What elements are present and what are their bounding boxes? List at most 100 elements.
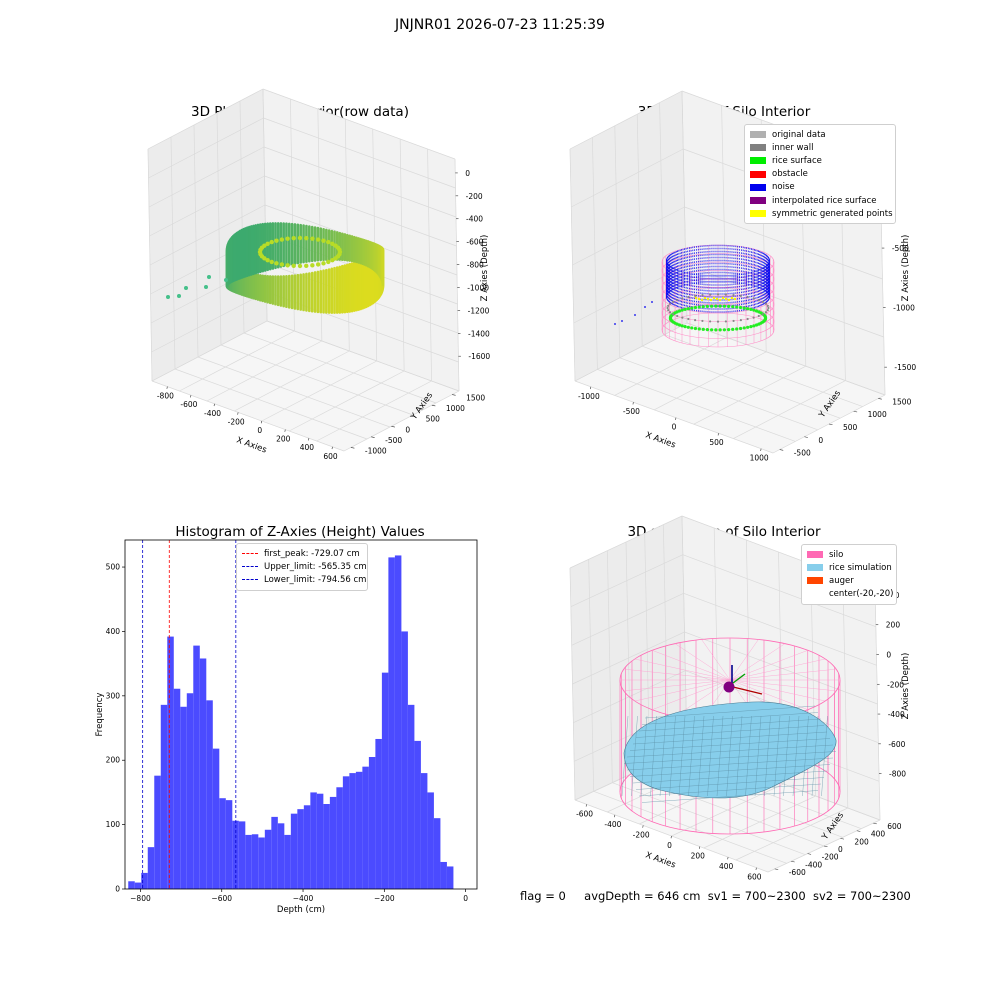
histogram-bar	[394, 555, 402, 889]
histogram-bar	[407, 704, 415, 889]
legend-swatch	[750, 131, 766, 139]
raw-z-tick-label: -800	[467, 261, 484, 270]
histogram-bar	[173, 688, 181, 889]
histogram-bar	[154, 775, 161, 889]
histogram-bar	[297, 809, 304, 889]
raw-x-tick-label: 400	[300, 443, 315, 452]
histogram-legend-item: Upper_limit: -565.35 cm	[242, 560, 367, 573]
histogram-bar	[316, 793, 324, 889]
legend-line-swatch	[242, 553, 258, 555]
histogram-bar	[219, 798, 226, 889]
simulation-legend-item: rice simulation	[807, 561, 892, 574]
classify-z-tick-label: -1000	[893, 304, 915, 313]
sim-z-tick-label: 200	[886, 621, 901, 630]
histogram-bar	[160, 704, 168, 889]
classify-legend-item: noise	[750, 181, 890, 194]
histogram-bar	[401, 631, 408, 889]
legend-label: center(-20,-20)	[829, 589, 894, 600]
legend-swatch	[750, 210, 766, 218]
legend-label: noise	[772, 182, 795, 193]
raw-y-tick-label: 1500	[466, 394, 485, 403]
status-sv2: sv2 = 700~2300	[812, 889, 911, 903]
histogram-bar	[277, 823, 285, 889]
y-tick-label: 0	[115, 885, 120, 894]
histogram-bar	[199, 658, 207, 889]
legend-line-swatch	[242, 579, 258, 581]
status-line: flag = 0 avgDepth = 646 cm sv1 = 700~230…	[520, 889, 911, 903]
histogram-bar	[440, 861, 447, 889]
status-sv1: sv1 = 700~2300	[707, 889, 806, 903]
histogram-bar	[375, 738, 382, 889]
sim-x-tick-label: 0	[667, 841, 672, 850]
histogram-frame	[124, 539, 478, 890]
classify-y-tick-label: 1000	[868, 410, 887, 419]
classify-legend-item: inner wall	[750, 141, 890, 154]
raw-z-tick-label: -400	[466, 215, 483, 224]
raw-x-tick-label: -800	[157, 392, 174, 401]
histogram-bar	[206, 700, 213, 889]
simulation-legend: silo rice simulation auger center(-20,-20)	[801, 544, 897, 605]
sim-y-tick-label: 600	[887, 822, 902, 831]
classify-x-tick-label: 1000	[750, 454, 769, 463]
raw-z-tick-label: -1200	[468, 306, 490, 315]
sim-x-tick-label: 600	[747, 873, 762, 882]
classify-x-tick-label: 0	[672, 423, 677, 432]
classify-x-tick-label: -1000	[578, 392, 600, 401]
legend-label: obstacle	[772, 169, 808, 180]
classify-z-tick-label: -1500	[894, 363, 916, 372]
raw-x-tick-label: 200	[276, 435, 291, 444]
histogram-bar	[303, 805, 311, 889]
raw-x-tick-label: 0	[257, 426, 262, 435]
histogram-bar	[355, 771, 363, 889]
histogram-bar	[381, 672, 389, 889]
histogram-bar	[193, 645, 200, 889]
histogram-bar	[342, 776, 350, 889]
histogram-legend-item: first_peak: -729.07 cm	[242, 547, 362, 560]
raw-3d-plot: -800-600-400-2000200400600-1000-50005001…	[147, 88, 490, 461]
sim-y-tick-label: -400	[805, 860, 822, 869]
histogram-title: Histogram of Z-Axies (Height) Values	[175, 524, 425, 540]
sim-z-tick-label: -400	[888, 710, 905, 719]
raw-x-tick-label: -200	[228, 417, 245, 426]
histogram-bar	[186, 693, 194, 889]
x-tick-label: −200	[374, 894, 395, 903]
histogram-legend: first_peak: -729.07 cm Upper_limit: -565.…	[236, 543, 368, 591]
legend-label: Upper_limit: -565.35 cm	[264, 561, 367, 572]
histogram-bar	[446, 866, 454, 889]
figure-title: JNJNR01 2026-07-23 11:25:39	[395, 17, 605, 33]
sim-y-tick-label: 400	[871, 830, 886, 839]
histogram-bar	[212, 748, 220, 889]
histogram-bar	[427, 792, 434, 889]
sim-z-axis-label: Z Axies (Depth)	[901, 653, 911, 720]
classify-legend-item: rice surface	[750, 154, 890, 167]
histogram-bar	[388, 557, 395, 889]
histogram-bar	[147, 847, 155, 889]
legend-label: auger	[829, 575, 854, 586]
classify-z-axis-label: Z Axies (Depth)	[901, 235, 911, 302]
histogram-bar	[336, 787, 343, 889]
simulation-legend-item: silo	[807, 548, 891, 561]
histogram-bar	[245, 834, 252, 889]
histogram-bar	[238, 821, 246, 889]
classify-y-tick-label: 1500	[892, 397, 911, 406]
legend-label: rice surface	[772, 155, 822, 166]
raw-z-tick-label: -1600	[468, 352, 490, 361]
histogram-bar	[258, 837, 265, 889]
y-axis-label: Frequency	[95, 693, 105, 737]
sim-z-tick-label: -800	[889, 770, 906, 779]
legend-swatch	[807, 564, 823, 572]
simulation-3d-plot: -600-400-2000200400600-600-400-200020040…	[569, 515, 911, 882]
sim-z-tick-label: -200	[887, 680, 904, 689]
x-tick-label: −600	[211, 894, 232, 903]
raw-x-tick-label: 600	[323, 452, 338, 461]
classify-legend-item: interpolated rice surface	[750, 194, 890, 207]
histogram-bar	[251, 834, 259, 889]
histogram-bar	[271, 816, 278, 889]
histogram-bar	[362, 766, 369, 889]
raw-z-tick-label: -1400	[468, 329, 490, 338]
sim-x-tick-label: -400	[604, 820, 621, 829]
status-avg-depth: avgDepth = 646 cm	[584, 889, 701, 903]
histogram-bar	[310, 792, 317, 889]
x-axis-label: Depth (cm)	[277, 905, 325, 915]
legend-label: inner wall	[772, 142, 814, 153]
